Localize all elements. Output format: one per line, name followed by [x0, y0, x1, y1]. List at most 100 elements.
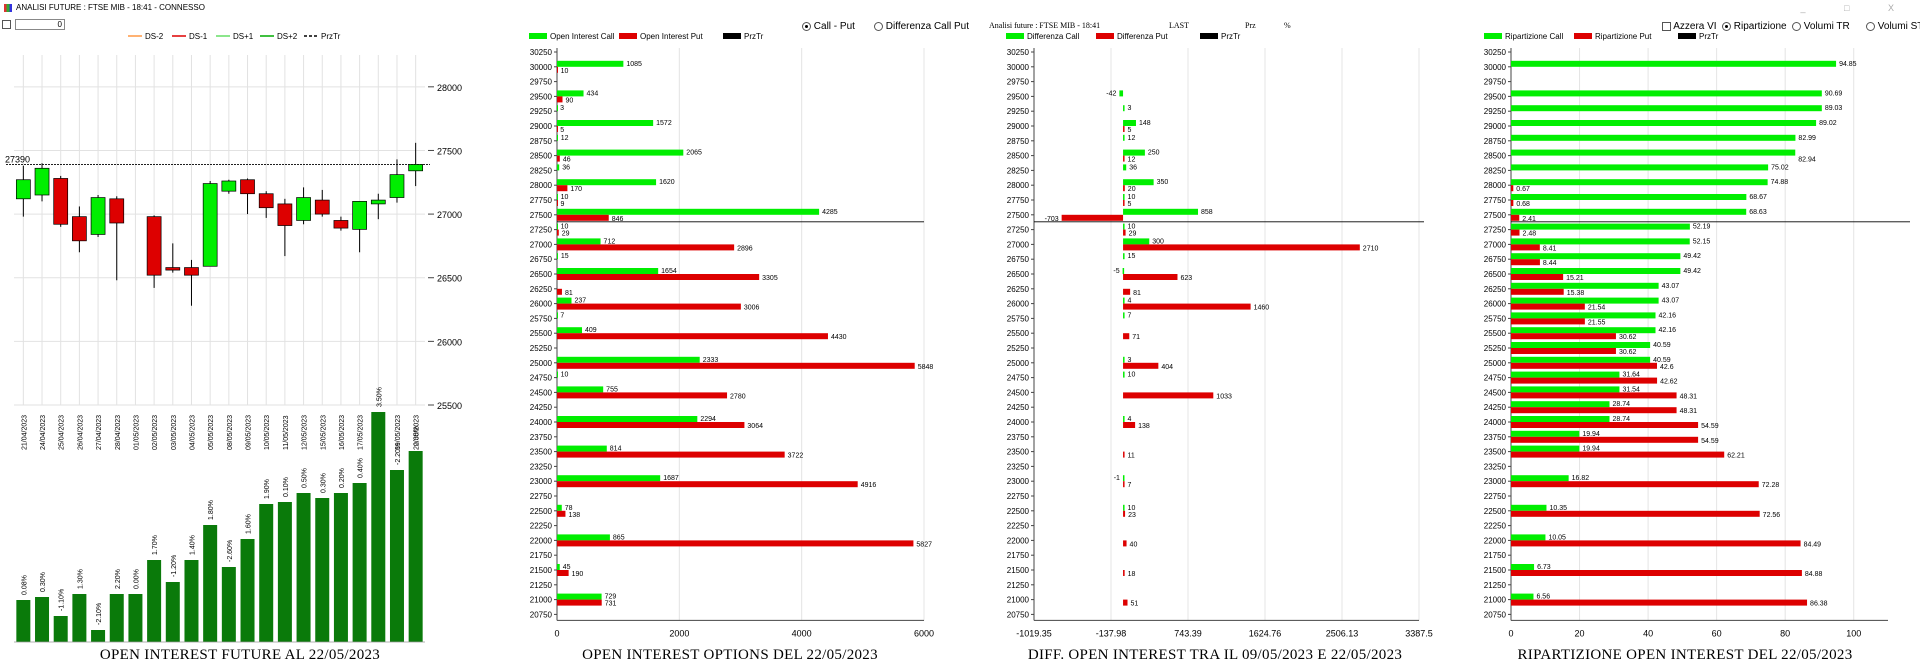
app-icon: [4, 4, 12, 12]
call-value: 729: [605, 594, 617, 601]
strike-label: 24250: [1007, 403, 1030, 412]
call-value: 250: [1148, 150, 1160, 157]
strike-label: 23500: [1007, 448, 1030, 457]
caption-ripartizione: RIPARTIZIONE OPEN INTEREST DEL 22/05/202…: [1517, 647, 1853, 663]
put-value: 12: [1128, 157, 1136, 164]
window-buttons[interactable]: _ □ X: [1800, 3, 1912, 13]
strike-label: 21750: [530, 551, 553, 560]
strike-label: 28500: [1007, 152, 1030, 161]
strike-label: 28500: [1484, 152, 1507, 161]
put-value: 15.38: [1567, 290, 1585, 297]
strike-label: 26750: [1007, 255, 1030, 264]
strike-label: 30000: [1484, 63, 1507, 72]
radio-ripartizione[interactable]: Ripartizione: [1722, 21, 1787, 32]
oi-bar: [165, 582, 180, 642]
call-bar: [1511, 179, 1768, 186]
radio-dot-icon[interactable]: [1866, 21, 1875, 31]
oi-bar: [352, 483, 367, 642]
strike-label: 27250: [1007, 226, 1030, 235]
call-bar: [1511, 120, 1817, 126]
put-value: 82.94: [1798, 157, 1816, 164]
top-checkbox[interactable]: [2, 20, 11, 30]
strike-label: 23250: [1484, 462, 1507, 471]
call-value: 755: [606, 386, 618, 393]
candle-body: [109, 198, 125, 224]
radio-dot-icon[interactable]: [874, 21, 883, 31]
call-value: 15: [1128, 253, 1136, 260]
strike-label: 24500: [530, 388, 553, 397]
strike-label: 27000: [1484, 240, 1507, 249]
oi-bar-label: 1.60%: [246, 514, 253, 534]
put-value: 11: [1128, 453, 1135, 460]
put-bar: [1511, 200, 1514, 206]
spin-input[interactable]: [15, 19, 65, 30]
call-value: 75.02: [1771, 164, 1789, 171]
oi-bar: [16, 600, 31, 642]
legend-label: DS-2: [145, 32, 164, 41]
put-bar: [1123, 510, 1126, 517]
put-value: 1033: [1216, 393, 1232, 400]
strike-label: 24750: [1007, 374, 1030, 383]
put-bar: [1511, 259, 1540, 266]
put-value: 51: [1131, 601, 1139, 608]
call-bar: [1123, 105, 1125, 112]
call-bar: [557, 134, 558, 141]
strike-label: 28000: [1484, 181, 1507, 190]
x-date-label: 09/05/2023: [246, 415, 253, 450]
legend-label: DS-1: [189, 32, 208, 41]
radio-diff-call-put[interactable]: Differenza Call Put: [874, 21, 969, 32]
legend-swatch: [1200, 33, 1218, 39]
call-value: 10: [1128, 505, 1136, 512]
radio-call-put[interactable]: Call - Put: [802, 21, 855, 32]
oi-bar-label: -2.20%: [395, 443, 402, 465]
call-bar: [557, 327, 583, 334]
radio-volumi-st[interactable]: Volumi ST: [1866, 21, 1920, 32]
strike-label: 29750: [530, 78, 553, 87]
put-bar: [557, 481, 858, 488]
legend-swatch: [1484, 33, 1502, 39]
call-value: 2065: [686, 150, 702, 157]
call-bar: [557, 120, 654, 126]
radio-call-put-label: Call - Put: [813, 21, 855, 32]
candle-body: [53, 178, 69, 225]
chart3-header-title: Analisi future : FTSE MIB - 18:41: [989, 21, 1101, 30]
call-bar: [1123, 223, 1125, 230]
put-value: 2.41: [1522, 216, 1536, 223]
call-value: 3: [560, 105, 564, 112]
put-value: 0.67: [1516, 186, 1530, 193]
legend-label: Open Interest Call: [550, 32, 615, 41]
put-bar: [1511, 244, 1540, 251]
strike-label: 27500: [1007, 211, 1030, 220]
radio-volumi-tr[interactable]: Volumi TR: [1792, 21, 1850, 32]
strike-label: 21500: [530, 566, 553, 575]
call-value: 19.94: [1582, 431, 1600, 438]
call-value: 7: [1128, 312, 1132, 319]
chart3-header-last: LAST: [1169, 21, 1189, 30]
oi-bar: [128, 594, 143, 642]
strike-label: 24250: [1484, 403, 1507, 412]
put-bar: [1511, 422, 1699, 428]
radio-dot-icon[interactable]: [1722, 21, 1731, 31]
strike-label: 30250: [530, 48, 553, 57]
radio-dot-icon[interactable]: [802, 21, 811, 31]
oi-bar-label: 1.80%: [208, 500, 215, 520]
strike-label: 22250: [530, 522, 553, 531]
call-value: 10: [1128, 372, 1136, 379]
put-bar: [557, 422, 745, 428]
put-bar: [1511, 348, 1616, 354]
checkbox-icon[interactable]: [1662, 21, 1671, 31]
radio-dot-icon[interactable]: [1792, 21, 1801, 31]
oi-bar: [371, 412, 386, 642]
radio-ripartizione-label: Ripartizione: [1733, 21, 1787, 32]
put-value: 4916: [861, 482, 877, 489]
call-value: 858: [1201, 209, 1213, 216]
put-bar: [1511, 333, 1616, 340]
oi-bar-label: 1.90%: [264, 479, 271, 499]
put-bar: [557, 96, 563, 103]
x-tick-label: 40: [1643, 628, 1653, 638]
strike-label: 25500: [1007, 329, 1030, 338]
x-tick-label: -137.98: [1096, 628, 1127, 638]
x-tick-label: -1019.35: [1016, 628, 1052, 638]
strike-label: 26250: [1007, 285, 1030, 294]
azzera-checkbox[interactable]: Azzera VI: [1662, 21, 1717, 32]
